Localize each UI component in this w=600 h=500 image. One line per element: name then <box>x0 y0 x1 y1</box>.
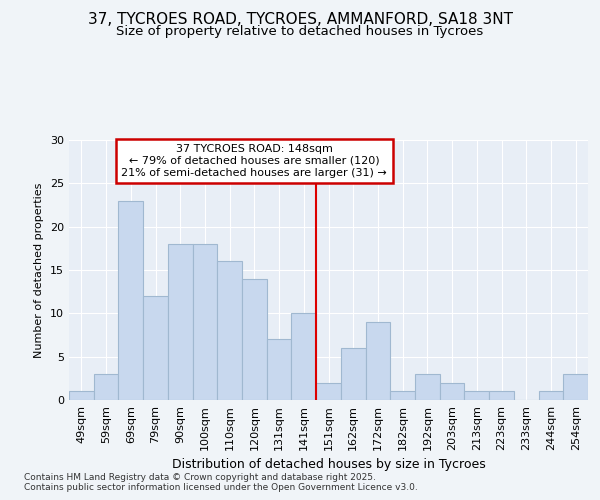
Bar <box>415 374 440 400</box>
Bar <box>143 296 168 400</box>
Y-axis label: Number of detached properties: Number of detached properties <box>34 182 44 358</box>
Bar <box>69 392 94 400</box>
Bar <box>464 392 489 400</box>
Bar <box>168 244 193 400</box>
Bar <box>316 382 341 400</box>
Text: 37, TYCROES ROAD, TYCROES, AMMANFORD, SA18 3NT: 37, TYCROES ROAD, TYCROES, AMMANFORD, SA… <box>88 12 512 28</box>
Bar <box>390 392 415 400</box>
Bar <box>267 340 292 400</box>
Bar <box>193 244 217 400</box>
Text: Size of property relative to detached houses in Tycroes: Size of property relative to detached ho… <box>116 25 484 38</box>
Bar <box>217 262 242 400</box>
Bar <box>365 322 390 400</box>
Text: Contains HM Land Registry data © Crown copyright and database right 2025.
Contai: Contains HM Land Registry data © Crown c… <box>24 473 418 492</box>
Bar <box>292 314 316 400</box>
Bar <box>563 374 588 400</box>
Bar <box>118 200 143 400</box>
Bar <box>539 392 563 400</box>
Bar <box>94 374 118 400</box>
Bar <box>489 392 514 400</box>
Bar <box>341 348 365 400</box>
Bar <box>242 278 267 400</box>
Text: 37 TYCROES ROAD: 148sqm
← 79% of detached houses are smaller (120)
21% of semi-d: 37 TYCROES ROAD: 148sqm ← 79% of detache… <box>121 144 387 178</box>
X-axis label: Distribution of detached houses by size in Tycroes: Distribution of detached houses by size … <box>172 458 485 471</box>
Bar <box>440 382 464 400</box>
